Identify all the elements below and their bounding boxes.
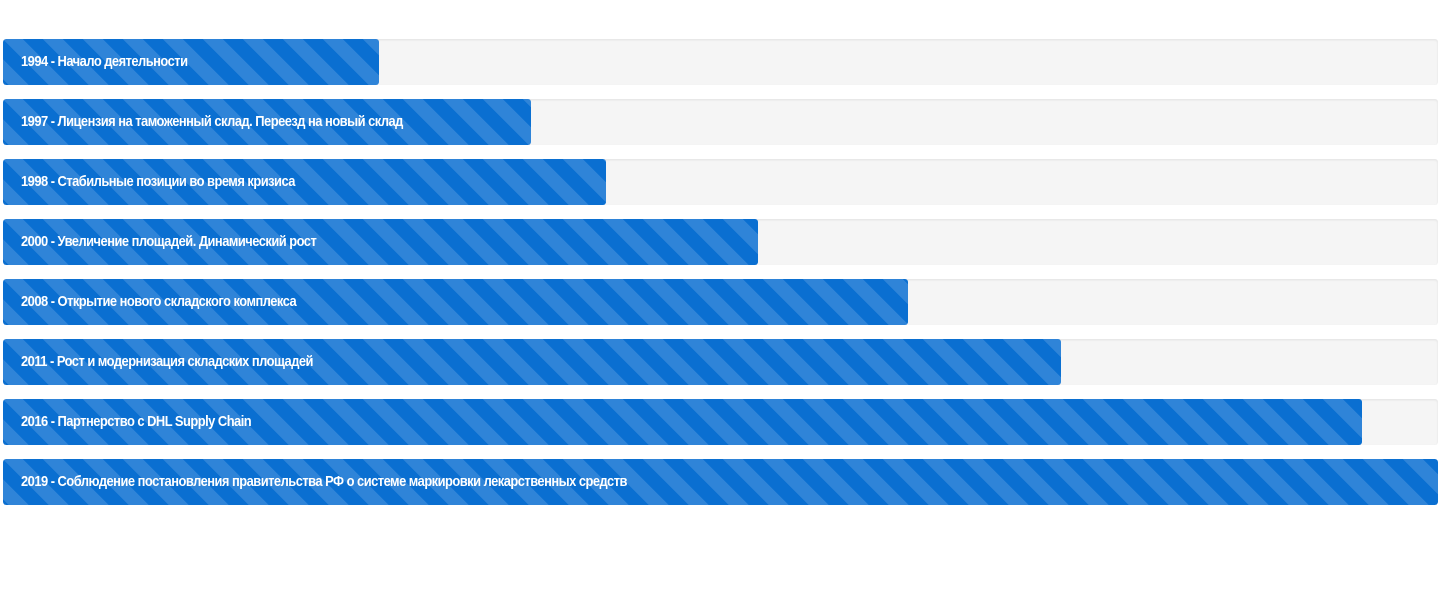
milestone-bar-1998: 1998 - Стабильные позиции во время кризи… (3, 159, 1438, 205)
milestone-label: 2000 - Увеличение площадей. Динамический… (21, 233, 317, 250)
milestone-fill (3, 279, 909, 325)
milestone-fill (3, 99, 532, 145)
milestone-bar-2000: 2000 - Увеличение площадей. Динамический… (3, 219, 1438, 265)
milestone-bar-2016: 2016 - Партнерство с DHL Supply Chain (3, 399, 1438, 445)
company-history-timeline: 1994 - Начало деятельности 1997 - Лиценз… (3, 39, 1438, 519)
milestone-bar-2019: 2019 - Соблюдение постановления правител… (3, 459, 1438, 505)
milestone-fill (3, 219, 758, 265)
milestone-label: 2008 - Открытие нового складского компле… (21, 293, 297, 310)
milestone-fill (3, 159, 606, 205)
milestone-bar-2011: 2011 - Рост и модернизация складских пло… (3, 339, 1438, 385)
milestone-bar-1994: 1994 - Начало деятельности (3, 39, 1438, 85)
milestone-label: 1994 - Начало деятельности (21, 53, 188, 70)
milestone-label: 2019 - Соблюдение постановления правител… (21, 473, 627, 490)
milestone-fill (3, 459, 1438, 505)
milestone-label: 2016 - Партнерство с DHL Supply Chain (21, 413, 252, 430)
milestone-label: 2011 - Рост и модернизация складских пло… (21, 353, 313, 370)
milestone-label: 1998 - Стабильные позиции во время кризи… (21, 173, 295, 190)
milestone-fill (3, 399, 1362, 445)
milestone-bar-1997: 1997 - Лицензия на таможенный склад. Пер… (3, 99, 1438, 145)
milestone-fill (3, 339, 1061, 385)
milestone-label: 1997 - Лицензия на таможенный склад. Пер… (21, 113, 403, 130)
milestone-bar-2008: 2008 - Открытие нового складского компле… (3, 279, 1438, 325)
milestone-fill (3, 39, 379, 85)
